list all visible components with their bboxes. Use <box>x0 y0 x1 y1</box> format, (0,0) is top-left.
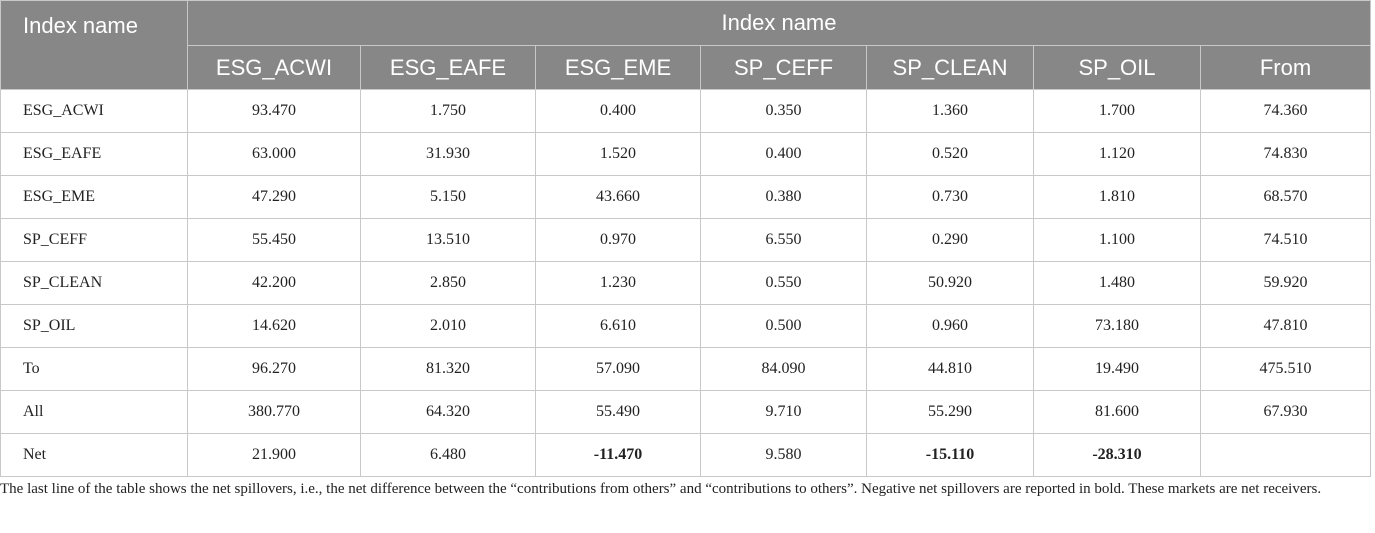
cell: 1.750 <box>360 89 536 133</box>
cell: 47.290 <box>187 175 361 219</box>
cell: 2.850 <box>360 261 536 305</box>
cell: 6.550 <box>700 218 867 262</box>
cell: -28.310 <box>1033 433 1201 477</box>
column-header: ESG_EME <box>535 45 701 90</box>
cell: 64.320 <box>360 390 536 434</box>
cell: 1.120 <box>1033 132 1201 176</box>
table-row: SP_CLEAN 42.200 2.850 1.230 0.550 50.920 1.480… <box>0 261 1372 305</box>
table-row: ESG_EME 47.290 5.150 43.660 0.380 0.730 1.810 6… <box>0 175 1372 219</box>
cell: 44.810 <box>866 347 1034 391</box>
table-row: Net 21.900 6.480 -11.470 9.580 -15.110 -28.310 <box>0 433 1372 477</box>
row-label: ESG_EAFE <box>0 132 188 176</box>
cell: 0.500 <box>700 304 867 348</box>
cell: 1.480 <box>1033 261 1201 305</box>
cell: 50.920 <box>866 261 1034 305</box>
cell: 13.510 <box>360 218 536 262</box>
group-header: Index name <box>186 0 1372 46</box>
cell: 59.920 <box>1199 261 1372 305</box>
cell: 57.090 <box>535 347 701 391</box>
cell: 380.770 <box>187 390 361 434</box>
row-label: SP_OIL <box>0 304 188 348</box>
corner-header: Index name <box>0 0 188 90</box>
cell: 0.380 <box>700 175 867 219</box>
spillover-table: Index name Index name ESG_ACWI ESG_EAFE ES… <box>0 0 1372 477</box>
cell: 42.200 <box>187 261 361 305</box>
cell: 81.320 <box>360 347 536 391</box>
cell: 21.900 <box>187 433 361 477</box>
cell: 0.400 <box>535 89 701 133</box>
cell: 74.830 <box>1199 132 1372 176</box>
table-row: SP_CEFF 55.450 13.510 0.970 6.550 0.290 1.100 7… <box>0 218 1372 262</box>
column-header: SP_CLEAN <box>866 45 1034 90</box>
footnote: The last line of the table shows the net… <box>0 481 1322 497</box>
cell: 81.600 <box>1033 390 1201 434</box>
cell: 0.730 <box>866 175 1034 219</box>
cell: 1.360 <box>866 89 1034 133</box>
cell: 93.470 <box>187 89 361 133</box>
cell: 0.550 <box>700 261 867 305</box>
cell: 19.490 <box>1033 347 1201 391</box>
cell: -11.470 <box>535 433 701 477</box>
cell: 1.100 <box>1033 218 1201 262</box>
column-header: SP_CEFF <box>700 45 867 90</box>
cell: 43.660 <box>535 175 701 219</box>
row-label: ESG_ACWI <box>0 89 188 133</box>
cell: 68.570 <box>1199 175 1372 219</box>
cell: 6.610 <box>535 304 701 348</box>
cell: 14.620 <box>187 304 361 348</box>
cell: 96.270 <box>187 347 361 391</box>
cell: 55.450 <box>187 218 361 262</box>
row-label: All <box>0 390 188 434</box>
cell: 1.810 <box>1033 175 1201 219</box>
cell: 2.010 <box>360 304 536 348</box>
row-label: To <box>0 347 188 391</box>
row-label: Net <box>0 433 188 477</box>
cell: 74.360 <box>1199 89 1372 133</box>
cell: 475.510 <box>1199 347 1372 391</box>
row-label: ESG_EME <box>0 175 188 219</box>
cell: 0.400 <box>700 132 867 176</box>
cell: 1.230 <box>535 261 701 305</box>
cell: 9.710 <box>700 390 867 434</box>
cell: 5.150 <box>360 175 536 219</box>
column-header: From <box>1199 45 1372 90</box>
cell: 84.090 <box>700 347 867 391</box>
table-row: ESG_EAFE 63.000 31.930 1.520 0.400 0.520 1.120… <box>0 132 1372 176</box>
cell: 1.700 <box>1033 89 1201 133</box>
cell: 0.960 <box>866 304 1034 348</box>
cell: 0.970 <box>535 218 701 262</box>
table-row: ESG_ACWI 93.470 1.750 0.400 0.350 1.360 1.700 7… <box>0 89 1372 133</box>
table-row: All 380.770 64.320 55.490 9.710 55.290 81.600 6… <box>0 390 1372 434</box>
cell: -15.110 <box>866 433 1034 477</box>
cell: 55.290 <box>866 390 1034 434</box>
cell: 73.180 <box>1033 304 1201 348</box>
table-row: SP_OIL 14.620 2.010 6.610 0.500 0.960 73.180 47… <box>0 304 1372 348</box>
cell: 63.000 <box>187 132 361 176</box>
table-row: To 96.270 81.320 57.090 84.090 44.810 19.490 47… <box>0 347 1372 391</box>
cell: 6.480 <box>360 433 536 477</box>
column-header: ESG_EAFE <box>360 45 536 90</box>
cell: 47.810 <box>1199 304 1372 348</box>
cell: 67.930 <box>1199 390 1372 434</box>
cell: 55.490 <box>535 390 701 434</box>
column-header: ESG_ACWI <box>187 45 361 90</box>
cell: 74.510 <box>1199 218 1372 262</box>
cell <box>1199 433 1372 477</box>
cell: 1.520 <box>535 132 701 176</box>
cell: 9.580 <box>700 433 867 477</box>
cell: 31.930 <box>360 132 536 176</box>
cell: 0.350 <box>700 89 867 133</box>
column-header: SP_OIL <box>1033 45 1201 90</box>
cell: 0.520 <box>866 132 1034 176</box>
row-label: SP_CEFF <box>0 218 188 262</box>
cell: 0.290 <box>866 218 1034 262</box>
row-label: SP_CLEAN <box>0 261 188 305</box>
